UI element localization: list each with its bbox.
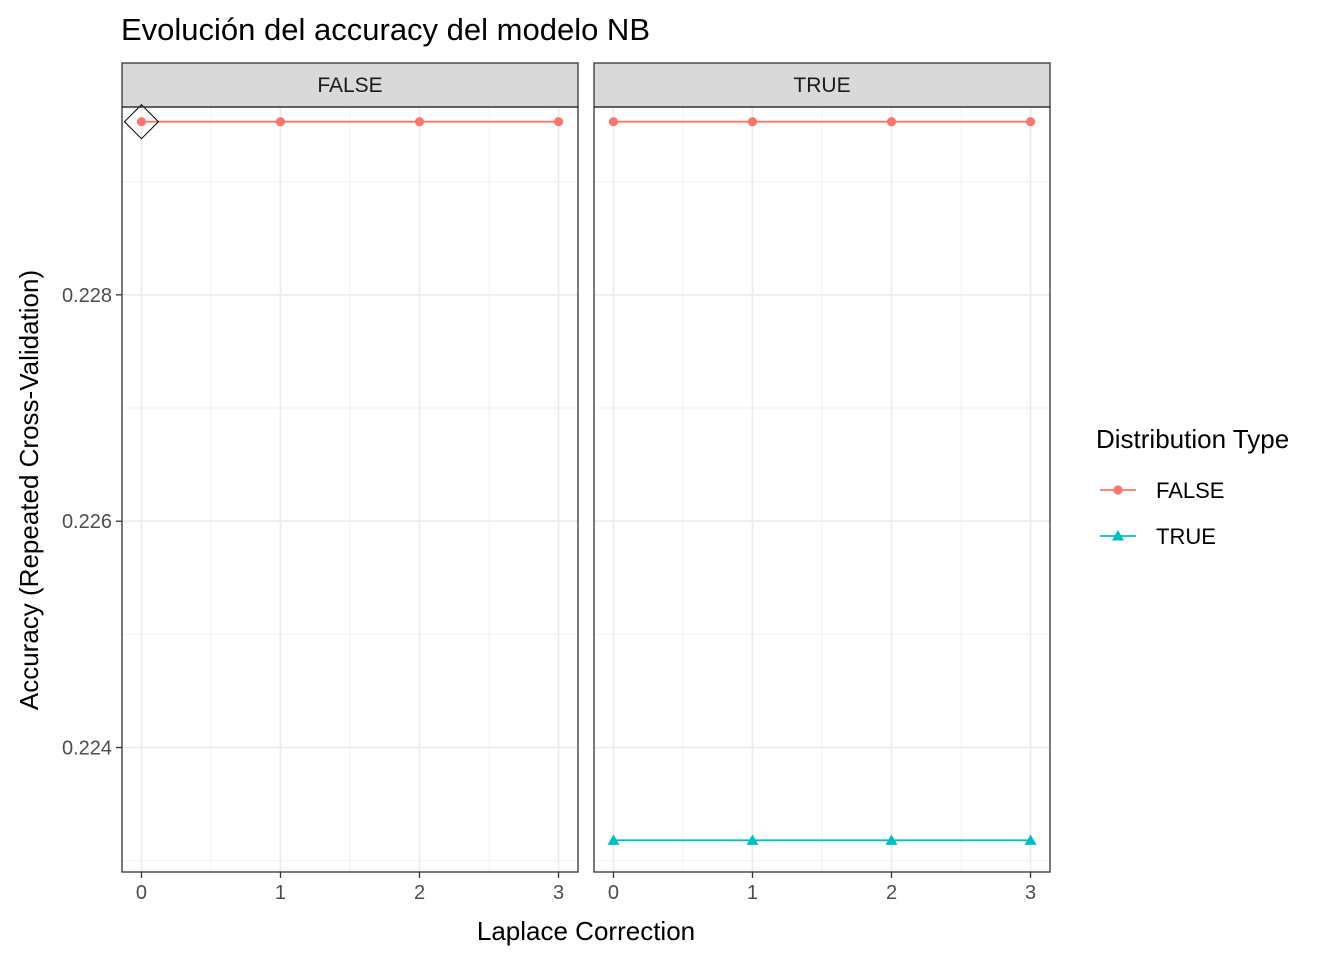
series-false — [136, 117, 564, 127]
legend-label: FALSE — [1156, 478, 1224, 503]
panel-border — [593, 106, 1051, 873]
panel-border — [121, 106, 579, 873]
legend-key-false: FALSE — [1100, 478, 1224, 503]
data-point — [885, 834, 898, 845]
x-tick-label: 3 — [553, 882, 564, 904]
data-point — [608, 117, 619, 127]
x-tick-label: 0 — [608, 882, 619, 904]
panel-true: TRUE — [593, 62, 1051, 873]
data-point — [747, 117, 758, 127]
data-point — [136, 117, 147, 127]
legend-title: Distribution Type — [1096, 424, 1289, 454]
y-axis: 0.224 0.226 0.228 — [62, 285, 122, 760]
panels: FALSE TRUE — [121, 62, 1051, 873]
x-tick-label: 0 — [136, 882, 147, 904]
data-point — [275, 117, 286, 127]
x-tick-label: 2 — [886, 882, 897, 904]
legend: Distribution Type FALSE TRUE — [1096, 424, 1289, 549]
data-point — [553, 117, 564, 127]
legend-key-true: TRUE — [1100, 524, 1216, 549]
legend-key-symbol — [1112, 530, 1124, 541]
data-point — [886, 117, 897, 127]
y-tick-label: 0.226 — [62, 511, 112, 533]
y-tick-label: 0.224 — [62, 738, 112, 760]
strip-label: FALSE — [317, 74, 382, 97]
data-point — [607, 834, 620, 845]
best-point-marker — [123, 104, 160, 140]
legend-label: TRUE — [1156, 524, 1216, 549]
series-false — [608, 117, 1036, 127]
data-point — [1025, 117, 1036, 127]
data-point — [414, 117, 425, 127]
y-tick-label: 0.228 — [62, 285, 112, 307]
strip-label: TRUE — [793, 74, 850, 97]
chart-title: Evolución del accuracy del modelo NB — [121, 12, 650, 47]
panel-false: FALSE — [121, 62, 579, 873]
x-axis: 0 1 2 3 0 1 2 3 — [136, 872, 1036, 904]
x-tick-label: 2 — [414, 882, 425, 904]
legend-keys: FALSE TRUE — [1100, 478, 1224, 549]
legend-key-symbol — [1113, 485, 1123, 495]
strip-background — [121, 62, 579, 108]
data-point — [1024, 834, 1037, 845]
y-axis-title: Accuracy (Repeated Cross-Validation) — [14, 270, 44, 710]
data-point — [746, 834, 759, 845]
x-axis-title: Laplace Correction — [477, 916, 695, 946]
series-true — [607, 834, 1037, 845]
x-tick-label: 1 — [275, 882, 286, 904]
x-tick-label: 3 — [1025, 882, 1036, 904]
x-tick-label: 1 — [747, 882, 758, 904]
strip-background — [593, 62, 1051, 108]
